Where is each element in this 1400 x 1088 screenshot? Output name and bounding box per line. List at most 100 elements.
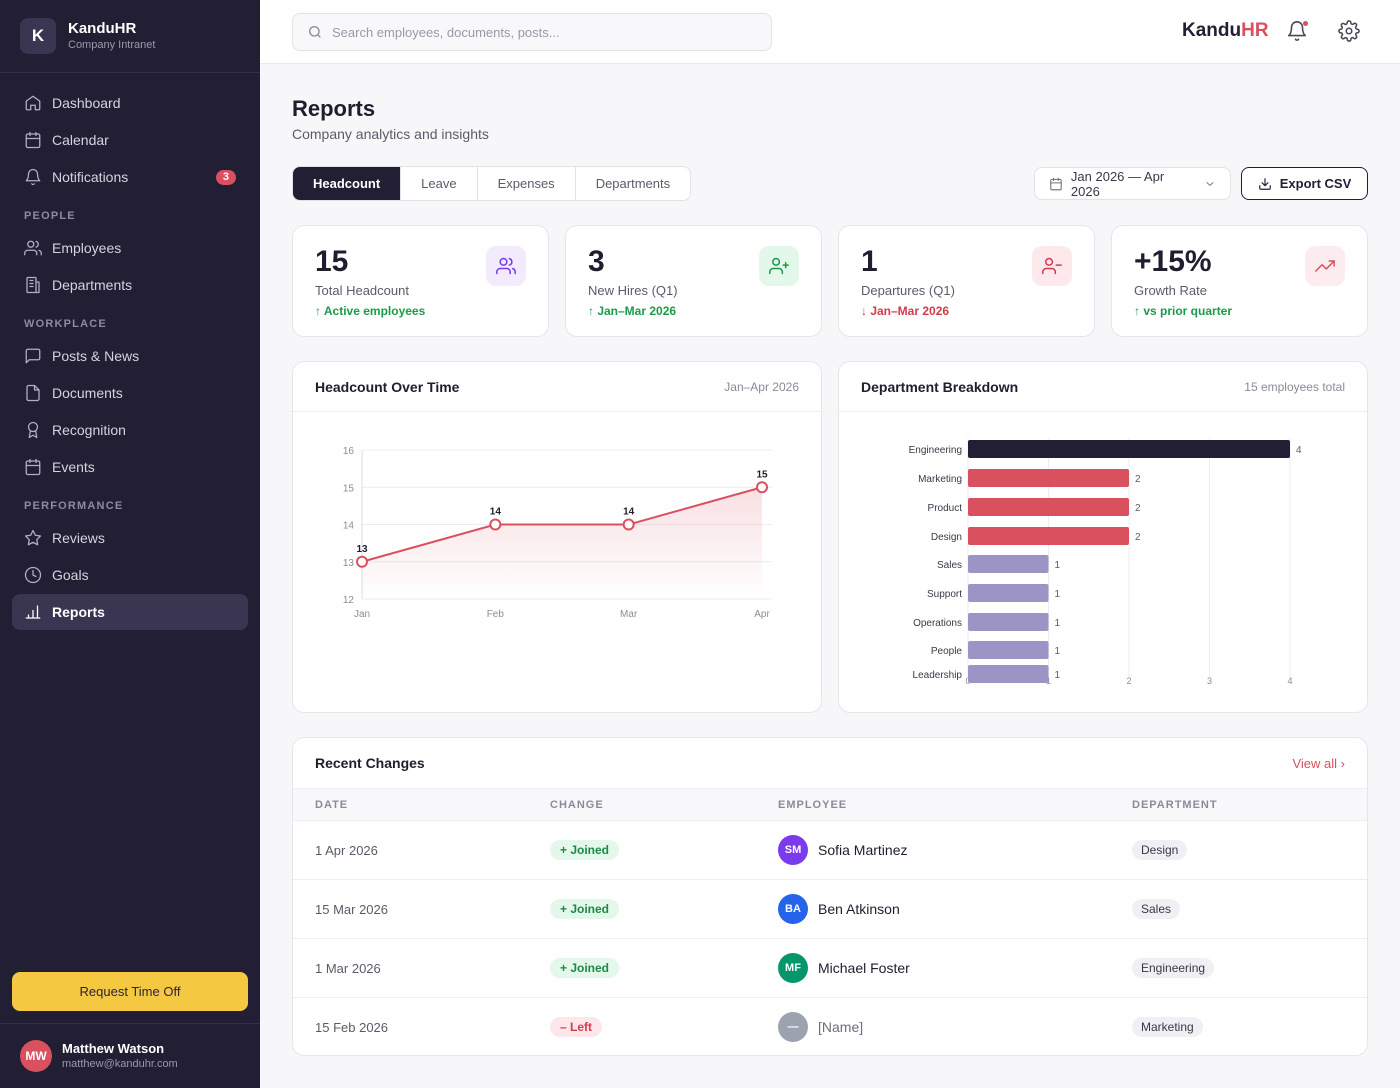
export-csv-button[interactable]: Export CSV (1241, 167, 1368, 200)
column-header: EMPLOYEE (756, 788, 1110, 821)
category-label: People (931, 646, 963, 657)
sidebar-item-reviews[interactable]: Reviews (12, 520, 248, 556)
change-cell: + Joined (528, 820, 756, 880)
department-cell: Marketing (1110, 998, 1367, 1056)
avatar: MW (20, 1040, 52, 1072)
bar-value-label: 2 (1135, 532, 1141, 543)
bar-value-label: 1 (1055, 646, 1061, 657)
tab-departments[interactable]: Departments (595, 176, 671, 191)
table-row[interactable]: 1 Mar 2026 + Joined MF Michael Foster Engine… (293, 938, 1367, 998)
sidebar-item-notifications[interactable]: Notifications 3 (12, 159, 248, 195)
sidebar-item-reports[interactable]: Reports (12, 594, 248, 630)
avatar: BA (778, 894, 808, 924)
calendar-icon (25, 131, 41, 149)
bar-design (968, 527, 1129, 545)
column-header: DEPARTMENT (1110, 788, 1367, 821)
sidebar-item-label: Reports (52, 604, 105, 620)
sidebar-item-recognition[interactable]: Recognition (12, 412, 248, 448)
employee-name[interactable]: [Name] (818, 1019, 864, 1036)
bar-product (968, 498, 1129, 516)
table-row[interactable]: 1 Apr 2026 + Joined SM Sofia Martinez Design (293, 820, 1367, 880)
calendar-icon (1050, 177, 1062, 190)
category-label: Sales (937, 560, 962, 571)
sidebar-item-departments[interactable]: Departments (12, 267, 248, 303)
x-tick-label: Feb (487, 609, 505, 620)
stat-icon-box (1032, 246, 1072, 286)
view-all-link[interactable]: View all › (1292, 755, 1345, 771)
employee-name[interactable]: Ben Atkinson (818, 901, 900, 917)
employee-name[interactable]: Sofia Martinez (818, 842, 908, 858)
change-badge: – Left (550, 1017, 603, 1038)
settings-button[interactable] (1338, 20, 1362, 44)
table-row[interactable]: 15 Feb 2026 – Left — [Name] Marketing (293, 998, 1367, 1056)
bar-value-label: 2 (1135, 474, 1141, 485)
department-badge: Engineering (1132, 958, 1215, 978)
sidebar-item-events[interactable]: Events (12, 449, 248, 485)
top-header: KanduHR (260, 0, 1400, 64)
date-range-picker[interactable]: Jan 2026 — Apr 2026 (1034, 167, 1231, 200)
user-minus-icon (1042, 257, 1062, 275)
request-time-off-button[interactable]: Request Time Off (12, 972, 248, 1011)
x-tick-label: 3 (1207, 676, 1212, 686)
sidebar-item-dashboard[interactable]: Dashboard (12, 85, 248, 121)
date-cell: 1 Apr 2026 (293, 820, 528, 880)
brand-subtitle: Company Intranet (68, 39, 156, 51)
employee-cell: BA Ben Atkinson (756, 879, 1110, 939)
notification-count-badge: 3 (215, 169, 236, 185)
user-plus-icon (769, 257, 789, 275)
stat-value: 1 (861, 245, 878, 278)
department-cell: Design (1110, 820, 1367, 880)
search-input[interactable] (332, 24, 752, 40)
stat-trend-note: ↑ vs prior quarter (1134, 304, 1233, 318)
headcount-line-chart: 12 13 14 15 16 13 Jan 14 Feb 14 Mar 15 Apr (343, 446, 772, 620)
sidebar-item-calendar[interactable]: Calendar (12, 122, 248, 158)
data-point (756, 481, 768, 494)
sidebar-item-label: Employees (52, 240, 122, 256)
sidebar-item-posts-news[interactable]: Posts & News (12, 338, 248, 374)
date-cell: 15 Feb 2026 (315, 1019, 389, 1035)
header-logo[interactable]: KanduHR (1182, 20, 1269, 42)
employee-name[interactable]: Michael Foster (818, 960, 910, 976)
sidebar-item-label: Documents (52, 385, 123, 401)
category-label: Product (928, 503, 963, 514)
building-icon (26, 276, 40, 294)
user-profile[interactable]: MW Matthew Watson matthew@kanduhr.com (0, 1023, 260, 1088)
employee-cell: MF Michael Foster (756, 938, 1110, 998)
file-icon (26, 384, 40, 402)
date-cell: 1 Mar 2026 (293, 938, 528, 998)
sidebar-item-label: Reviews (52, 530, 105, 546)
stat-card: +15% Growth Rate ↑ vs prior quarter (1111, 225, 1368, 337)
tab-headcount[interactable]: Headcount (293, 167, 402, 200)
category-label: Operations (913, 618, 962, 629)
category-label: Design (931, 532, 962, 543)
sidebar: K KanduHR Company Intranet Dashboard Cale… (0, 0, 260, 1088)
stat-label: Total Headcount (315, 283, 409, 298)
sidebar-item-label: Goals (52, 567, 89, 583)
sidebar-item-label: Notifications (52, 169, 129, 185)
notifications-button[interactable] (1286, 20, 1310, 44)
y-tick-label: 15 (343, 483, 355, 494)
brand[interactable]: K KanduHR Company Intranet (0, 0, 260, 73)
brand-name: KanduHR (68, 20, 137, 37)
sidebar-item-label: Events (52, 459, 95, 475)
headcount-chart-meta: Jan–Apr 2026 (724, 379, 799, 394)
bar-operations (968, 613, 1049, 631)
data-label: 13 (356, 544, 368, 555)
tab-leave[interactable]: Leave (401, 167, 478, 200)
stat-trend-note: ↑ Active employees (315, 304, 426, 318)
sidebar-item-employees[interactable]: Employees (12, 230, 248, 266)
department-badge: Design (1132, 840, 1188, 860)
date-cell: 15 Mar 2026 (293, 879, 528, 939)
search-icon (309, 26, 321, 38)
sidebar-nav: Dashboard Calendar Notifications 3 PEOPLE Emp… (0, 73, 260, 630)
logo-part-1: Kandu (1182, 20, 1242, 41)
employee-cell: SM Sofia Martinez (756, 820, 1110, 880)
category-label: Engineering (909, 445, 962, 456)
table-row[interactable]: 15 Mar 2026 + Joined BA Ben Atkinson Sales (293, 879, 1367, 939)
sidebar-item-goals[interactable]: Goals (12, 557, 248, 593)
sidebar-item-documents[interactable]: Documents (12, 375, 248, 411)
department-bar-chart: 01234Engineering4Marketing2Product2Desig… (909, 438, 1302, 686)
search-box[interactable] (292, 13, 772, 51)
tab-expenses[interactable]: Expenses (478, 167, 576, 200)
x-tick-label: 4 (1287, 676, 1292, 686)
